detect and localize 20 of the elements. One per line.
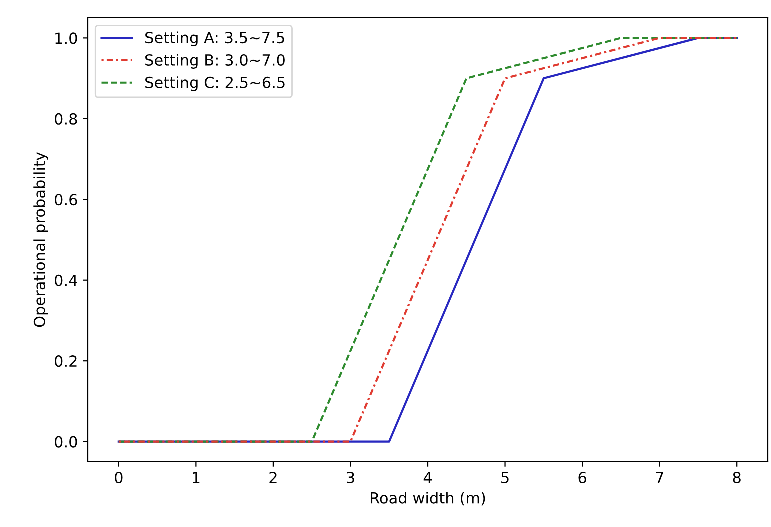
x-tick-label: 2 xyxy=(270,472,277,484)
x-tick-label: 4 xyxy=(424,472,432,484)
legend-label: Setting B: 3.0~7.0 xyxy=(146,54,285,69)
y-tick-label: 0.6 xyxy=(54,194,78,206)
legend-label: Setting C: 2.5~6.5 xyxy=(146,76,285,92)
x-tick-label: 3 xyxy=(347,472,354,484)
y-tick-label: 1.0 xyxy=(56,32,78,44)
y-tick-label: 0.2 xyxy=(54,356,77,368)
x-axis-title: Road width (m) xyxy=(371,492,486,506)
y-axis-title: Operational probability xyxy=(34,152,48,328)
x-tick-label: 0 xyxy=(115,472,123,484)
y-tick-label: 0.4 xyxy=(54,274,78,286)
x-tick-label: 7 xyxy=(656,472,664,484)
legend-label: Setting A: 3.5~7.5 xyxy=(146,32,284,47)
y-tick-label: 0.0 xyxy=(54,436,78,448)
x-tick-label: 8 xyxy=(733,472,741,484)
y-tick-label: 0.8 xyxy=(54,113,78,125)
x-tick-label: 5 xyxy=(502,472,509,484)
x-tick-label: 6 xyxy=(578,472,586,484)
x-tick-label: 1 xyxy=(193,472,200,484)
